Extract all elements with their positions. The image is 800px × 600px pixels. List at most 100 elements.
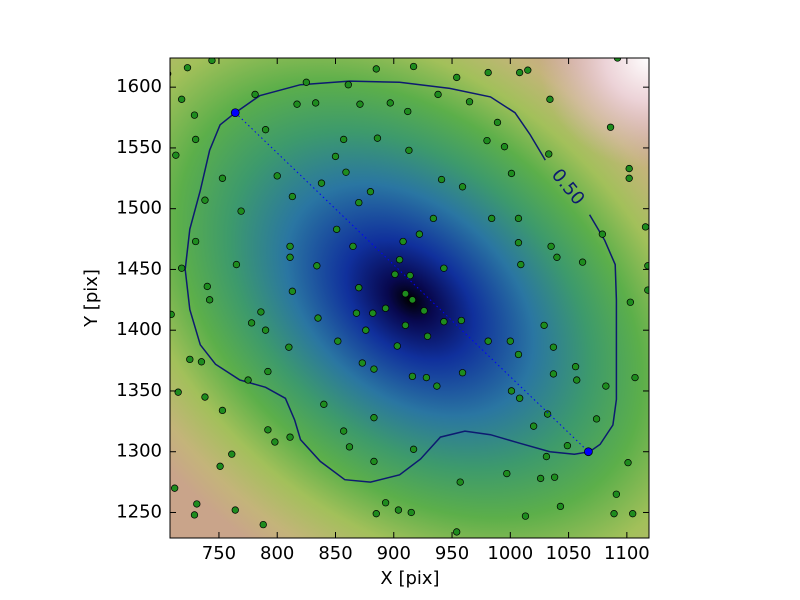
scatter-point <box>453 73 461 82</box>
scatter-point <box>370 414 378 422</box>
scatter-point <box>629 510 637 518</box>
scatter-point <box>409 62 418 71</box>
scatter-point <box>408 296 417 304</box>
x-axis-label: X [pix] <box>380 568 439 589</box>
scatter-point <box>191 237 200 246</box>
scatter-point <box>285 343 293 351</box>
scatter-point <box>218 174 227 182</box>
scatter-point <box>386 99 394 107</box>
x-tick-label: 850 <box>318 543 352 564</box>
scatter-point <box>536 474 545 483</box>
endpoint <box>584 447 593 457</box>
scatter-point <box>183 64 192 72</box>
scatter-point <box>625 174 633 182</box>
scatter-point <box>286 433 294 441</box>
scatter-point <box>237 207 245 215</box>
x-tick-label: 1100 <box>604 543 650 564</box>
scatter-point <box>320 400 328 408</box>
scatter-point <box>251 90 259 99</box>
scatter-point <box>271 438 279 446</box>
scatter-point <box>563 441 572 450</box>
scatter-point <box>515 394 524 402</box>
scatter-point <box>333 225 341 233</box>
scatter-point <box>401 290 410 298</box>
scatter-point <box>201 393 209 401</box>
scatter-point <box>302 78 311 86</box>
scatter-point <box>312 99 320 107</box>
scatter-point <box>500 143 509 151</box>
scatter-point <box>549 370 558 378</box>
scatter-point <box>352 309 361 317</box>
scatter-point <box>458 183 467 191</box>
connector-line <box>234 112 589 453</box>
scatter-point <box>205 296 214 304</box>
scatter-point <box>626 298 635 306</box>
scatter-point <box>355 284 363 292</box>
scatter-point <box>172 151 180 159</box>
scatter-point <box>602 382 610 390</box>
scatter-point <box>178 264 186 272</box>
scatter-point <box>394 506 403 514</box>
scatter-point <box>529 422 538 430</box>
x-tick-label: 1050 <box>546 543 592 564</box>
y-axis-label: Y [pix] <box>81 269 102 328</box>
scatter-point <box>493 118 502 127</box>
scatter-point <box>264 426 272 434</box>
scatter-point <box>610 510 618 518</box>
scatter-point <box>231 506 239 514</box>
scatter-point <box>232 260 241 269</box>
scatter-point <box>372 65 380 73</box>
scatter-point <box>342 168 350 176</box>
x-tick-label: 900 <box>377 543 411 564</box>
scatter-point <box>514 239 523 247</box>
scatter-point <box>546 95 554 103</box>
scatter-point <box>573 376 581 384</box>
scatter-point <box>208 58 216 65</box>
scatter-point <box>514 350 523 359</box>
scatter-point <box>503 469 511 478</box>
scatter-point <box>550 473 559 481</box>
scatter-point <box>216 462 224 470</box>
scatter-point <box>507 169 516 178</box>
scatter-point <box>369 309 377 317</box>
scatter-point <box>506 337 514 345</box>
scatter-point <box>259 520 267 529</box>
scatter-point <box>440 264 448 272</box>
scatter-point <box>178 95 186 103</box>
scatter-point <box>556 502 565 511</box>
scatter-point <box>404 107 412 116</box>
scatter-point <box>399 237 407 246</box>
scatter-point <box>190 511 199 519</box>
scatter-point <box>545 150 553 158</box>
scatter-point <box>264 367 272 376</box>
scatter-point <box>261 326 270 334</box>
scatter-point <box>314 314 322 322</box>
scatter-point <box>349 242 357 251</box>
scatter-point <box>190 111 199 119</box>
axes: 750 800 850 900 950 1000 1050 1100 1250 1300 1350 1… <box>116 58 650 564</box>
scatter-point <box>356 100 364 108</box>
scatter-point <box>483 136 491 145</box>
scatter-point <box>644 286 649 294</box>
scatter-point <box>507 387 516 395</box>
scatter-point <box>401 321 410 329</box>
scatter-point <box>549 343 558 351</box>
scatter-point <box>420 307 428 315</box>
scatter-point <box>366 188 375 196</box>
scatter-point <box>286 253 294 261</box>
scatter-point <box>521 512 530 520</box>
y-tick-label: 1450 <box>116 258 162 279</box>
scatter-point <box>488 214 496 223</box>
scatter-point <box>201 196 209 204</box>
scatter-point <box>370 457 378 466</box>
scatter-point <box>372 510 380 518</box>
contour-line <box>184 80 618 483</box>
scatter-point <box>345 443 354 451</box>
scatter-point <box>453 528 461 536</box>
scatter-point <box>592 415 601 423</box>
scatter-point <box>247 319 256 327</box>
scatter-point <box>391 270 399 278</box>
scatter-point <box>524 66 532 74</box>
scatter-point <box>625 164 633 173</box>
